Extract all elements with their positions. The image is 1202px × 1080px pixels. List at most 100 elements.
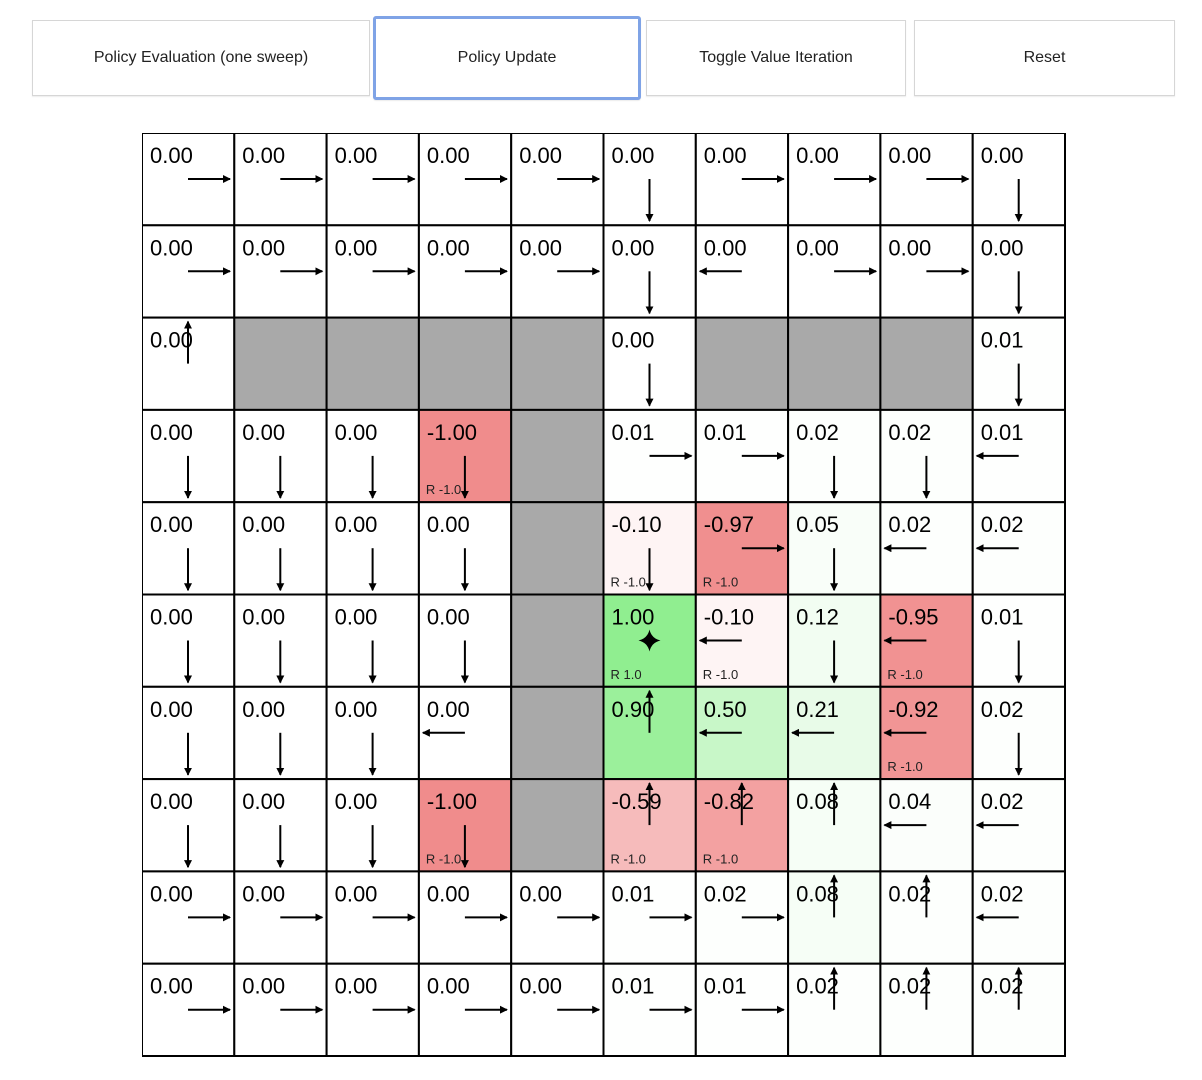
- grid-cell[interactable]: 0.12: [787, 593, 882, 688]
- grid-cell[interactable]: 0.02: [694, 870, 790, 965]
- grid-cell[interactable]: 0.00: [417, 133, 513, 227]
- grid-cell[interactable]: 0.00: [233, 501, 328, 596]
- grid-cell[interactable]: 0.00: [142, 593, 236, 688]
- grid-cell[interactable]: 0.00: [879, 133, 974, 227]
- wall-cell[interactable]: [510, 501, 605, 596]
- grid-cell[interactable]: 0.01: [694, 962, 790, 1057]
- grid-cell[interactable]: 0.00: [417, 870, 513, 965]
- wall-cell[interactable]: [510, 593, 605, 688]
- reset-button[interactable]: Reset: [914, 20, 1175, 96]
- wall-cell[interactable]: [417, 316, 513, 411]
- policy-update-button[interactable]: Policy Update: [373, 16, 641, 100]
- grid-cell[interactable]: -1.00 R -1.0: [417, 408, 513, 504]
- grid-cell[interactable]: 0.01: [971, 593, 1066, 688]
- grid-cell[interactable]: 0.00: [787, 133, 882, 227]
- grid-cell[interactable]: 0.00: [325, 593, 420, 688]
- grid-cell[interactable]: 0.00: [142, 501, 236, 596]
- grid-cell[interactable]: 0.01: [602, 408, 697, 504]
- grid-cell[interactable]: 0.00: [233, 962, 328, 1057]
- grid-cell[interactable]: 0.00: [233, 870, 328, 965]
- grid-cell[interactable]: 0.00: [510, 224, 605, 319]
- grid-cell[interactable]: 0.05: [787, 501, 882, 596]
- grid-cell[interactable]: 0.02: [787, 408, 882, 504]
- wall-cell[interactable]: [510, 408, 605, 504]
- grid-cell[interactable]: 0.02: [971, 870, 1066, 965]
- grid-cell[interactable]: 0.00: [142, 408, 236, 504]
- grid-cell[interactable]: 0.00: [325, 778, 420, 873]
- grid-cell[interactable]: 0.00: [510, 962, 605, 1057]
- grid-cell[interactable]: -0.10 R -1.0: [602, 501, 697, 596]
- grid-cell[interactable]: 0.00: [325, 224, 420, 319]
- grid-cell[interactable]: 0.00: [233, 224, 328, 319]
- grid-cell[interactable]: 0.00: [233, 593, 328, 688]
- grid-cell[interactable]: 0.01: [602, 962, 697, 1057]
- grid-cell[interactable]: 0.90: [602, 685, 697, 781]
- policy-evaluation-button[interactable]: Policy Evaluation (one sweep): [32, 20, 370, 96]
- grid-cell[interactable]: -0.10 R -1.0: [694, 593, 790, 688]
- grid-cell[interactable]: 0.00: [142, 224, 236, 319]
- grid-cell[interactable]: 0.00: [142, 316, 236, 411]
- grid-cell[interactable]: 0.00: [142, 962, 236, 1057]
- wall-cell[interactable]: [694, 316, 790, 411]
- grid-cell[interactable]: 0.01: [694, 408, 790, 504]
- grid-cell[interactable]: 0.00: [417, 593, 513, 688]
- grid-cell[interactable]: 0.00: [694, 133, 790, 227]
- grid-cell[interactable]: 0.00: [142, 685, 236, 781]
- grid-cell[interactable]: 0.02: [787, 962, 882, 1057]
- grid-cell[interactable]: 0.00: [142, 133, 236, 227]
- grid-cell[interactable]: 0.02: [879, 501, 974, 596]
- grid-cell[interactable]: 0.50: [694, 685, 790, 781]
- grid-cell[interactable]: 0.01: [602, 870, 697, 965]
- toggle-value-iteration-button[interactable]: Toggle Value Iteration: [646, 20, 906, 96]
- grid-cell[interactable]: 0.02: [879, 870, 974, 965]
- grid-cell[interactable]: 0.00: [510, 870, 605, 965]
- wall-cell[interactable]: [879, 316, 974, 411]
- grid-cell[interactable]: 0.02: [879, 962, 974, 1057]
- grid-cell[interactable]: 1.00 R 1.0: [602, 593, 697, 688]
- wall-cell[interactable]: [510, 685, 605, 781]
- wall-cell[interactable]: [233, 316, 328, 411]
- grid-cell[interactable]: 0.00: [233, 685, 328, 781]
- grid-cell[interactable]: 0.00: [510, 133, 605, 227]
- wall-cell[interactable]: [510, 316, 605, 411]
- grid-cell[interactable]: 0.21: [787, 685, 882, 781]
- grid-cell[interactable]: -0.82 R -1.0: [694, 778, 790, 873]
- wall-cell[interactable]: [325, 316, 420, 411]
- grid-cell[interactable]: 0.00: [417, 501, 513, 596]
- gridworld[interactable]: 0.00 0.00 0.00 0.00 0.00 0.00 0.00 0.00 0.00 0.00…: [142, 133, 1066, 1057]
- grid-cell[interactable]: 0.00: [142, 870, 236, 965]
- grid-cell[interactable]: 0.00: [879, 224, 974, 319]
- grid-cell[interactable]: 0.04: [879, 778, 974, 873]
- wall-cell[interactable]: [787, 316, 882, 411]
- grid-cell[interactable]: 0.00: [602, 224, 697, 319]
- grid-cell[interactable]: -0.59 R -1.0: [602, 778, 697, 873]
- grid-cell[interactable]: 0.02: [971, 962, 1066, 1057]
- grid-cell[interactable]: 0.00: [325, 133, 420, 227]
- grid-cell[interactable]: -0.92 R -1.0: [879, 685, 974, 781]
- grid-cell[interactable]: 0.00: [142, 778, 236, 873]
- grid-cell[interactable]: 0.00: [233, 133, 328, 227]
- grid-cell[interactable]: 0.00: [233, 408, 328, 504]
- grid-cell[interactable]: 0.00: [325, 962, 420, 1057]
- grid-cell[interactable]: 0.02: [971, 685, 1066, 781]
- grid-cell[interactable]: 0.00: [694, 224, 790, 319]
- grid-cell[interactable]: -1.00 R -1.0: [417, 778, 513, 873]
- grid-cell[interactable]: 0.01: [971, 316, 1066, 411]
- grid-cell[interactable]: 0.00: [602, 316, 697, 411]
- grid-cell[interactable]: 0.08: [787, 778, 882, 873]
- grid-cell[interactable]: 0.00: [417, 685, 513, 781]
- grid-cell[interactable]: 0.00: [971, 133, 1066, 227]
- grid-cell[interactable]: -0.97 R -1.0: [694, 501, 790, 596]
- grid-cell[interactable]: 0.02: [879, 408, 974, 504]
- grid-cell[interactable]: 0.00: [325, 408, 420, 504]
- grid-cell[interactable]: 0.00: [417, 962, 513, 1057]
- grid-cell[interactable]: 0.00: [325, 685, 420, 781]
- grid-cell[interactable]: 0.02: [971, 778, 1066, 873]
- grid-cell[interactable]: 0.00: [233, 778, 328, 873]
- grid-cell[interactable]: 0.01: [971, 408, 1066, 504]
- grid-cell[interactable]: -0.95 R -1.0: [879, 593, 974, 688]
- grid-cell[interactable]: 0.08: [787, 870, 882, 965]
- grid-cell[interactable]: 0.00: [325, 870, 420, 965]
- grid-cell[interactable]: 0.00: [325, 501, 420, 596]
- grid-cell[interactable]: 0.00: [787, 224, 882, 319]
